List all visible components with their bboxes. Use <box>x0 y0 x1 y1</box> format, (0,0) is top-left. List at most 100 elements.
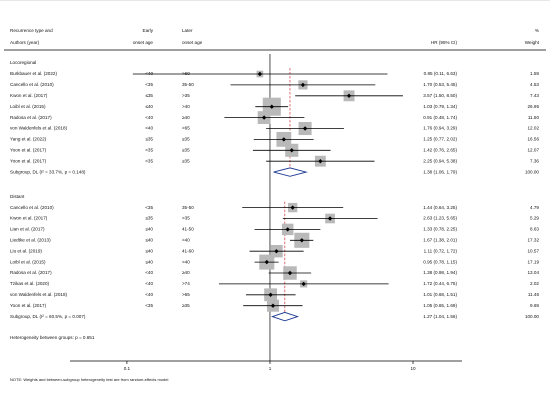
study-hr-ci: 0.85 (0.11, 6.63) <box>424 71 458 76</box>
study-later-onset: >35 <box>182 216 190 221</box>
study-hr-ci: 1.76 (0.94, 3.29) <box>423 126 457 131</box>
study-author: Yoon et al. (2017) <box>10 158 47 163</box>
study-later-onset: >40 <box>182 259 190 264</box>
study-weight: 9.69 <box>530 303 539 308</box>
study-early-onset: <40 <box>145 292 153 297</box>
study-hr-ci: 1.42 (0.76, 2.65) <box>423 148 457 153</box>
study-point-estimate <box>268 292 273 297</box>
study-later-onset: 35-50 <box>182 82 194 87</box>
header-recurrence-type: Recurrence type and <box>10 28 53 33</box>
column-headers: Recurrence type and Authors (year) Early on… <box>0 0 550 51</box>
subgroup-weight: 100.00 <box>525 169 539 174</box>
study-early-onset: ≤40 <box>145 227 153 232</box>
study-early-onset: <35 <box>145 303 153 308</box>
study-author: Liu et al. (2019) <box>10 248 42 253</box>
study-weight: 11.50 <box>528 115 540 120</box>
study-author: Liedtke et al. (2013) <box>10 238 51 243</box>
study-weight: 17.32 <box>528 238 540 243</box>
study-hr-ci: 1.25 (0.77, 2.02) <box>423 137 457 142</box>
study-point-estimate <box>269 104 275 109</box>
study-weight: 10.57 <box>528 248 540 253</box>
study-point-estimate <box>302 126 308 131</box>
study-weight: 7.43 <box>530 93 539 98</box>
study-hr-ci: 2.63 (1.23, 5.65) <box>423 216 457 221</box>
study-hr-ci: 1.33 (0.78, 2.25) <box>423 227 457 232</box>
header-later: Later <box>182 28 193 33</box>
heterogeneity-between-groups: Heterogeneity between groups: p = 0.651 <box>10 335 95 340</box>
study-point-estimate <box>346 93 352 98</box>
study-later-onset: >40 <box>182 238 190 243</box>
x-axis: 0.1 1 10 <box>70 360 462 371</box>
study-point-estimate <box>327 216 333 221</box>
study-hr-ci: 0.91 (0.48, 1.74) <box>423 115 457 120</box>
study-early-onset: <35 <box>145 158 153 163</box>
study-author: Cancello et al. (2010) <box>10 205 54 210</box>
study-later-onset: 41-50 <box>182 227 194 232</box>
x-tick-label: 10 <box>410 366 416 371</box>
study-weight: 11.46 <box>528 292 540 297</box>
study-author: Cancello et al. (2010) <box>10 82 54 87</box>
study-weight: 12.07 <box>528 148 540 153</box>
study-author: Kwon et al. (2017) <box>10 93 48 98</box>
study-author: Loibl et al. (2015) <box>10 104 46 109</box>
subgroup-hr-ci: 1.27 (1.04, 1.56) <box>423 314 457 319</box>
study-author: Radosa et al. (2017) <box>10 115 52 120</box>
study-point-estimate <box>257 71 263 77</box>
study-early-onset: ≤40 <box>145 248 153 253</box>
subgroup-diamond <box>273 167 308 177</box>
study-later-onset: ≥40 <box>182 115 190 120</box>
study-author: von Waldenfels et al. (2018) <box>10 126 67 131</box>
study-later-onset: >74 <box>182 281 190 286</box>
study-weight: 5.29 <box>530 216 539 221</box>
study-later-onset: >35 <box>182 93 190 98</box>
study-hr-ci: 0.95 (0.78, 1.15) <box>423 259 457 264</box>
study-later-onset: >40 <box>182 104 190 109</box>
study-later-onset: ≥35 <box>182 148 190 153</box>
group-title-locoregional: Locoregional <box>10 60 36 65</box>
study-early-onset: <40 <box>145 126 153 131</box>
subgroup-weight: 100.00 <box>525 314 539 319</box>
study-hr-ci: 1.11 (0.72, 1.72) <box>424 248 458 253</box>
study-author: Burkbauer et al. (2022) <box>10 71 57 76</box>
study-point-estimate <box>301 281 306 287</box>
header-early-onset-age: onset age <box>133 40 154 45</box>
study-point-estimate <box>274 249 279 254</box>
study-author: Yang et al. (2022) <box>10 137 47 142</box>
study-author: Loibl et al. (2015) <box>10 259 46 264</box>
study-author: von Waldenfels et al. (2018) <box>10 292 67 297</box>
header-weight: Weight <box>525 40 540 45</box>
weights-note: NOTE: Weights and between-subgroup heter… <box>10 377 168 382</box>
header-percent: % <box>535 28 539 33</box>
study-weight: 7.36 <box>530 158 539 163</box>
subgroup-label: Subgroup, DL (I² = 60.5%, p = 0.007) <box>10 314 86 319</box>
study-later-onset: ≥35 <box>182 158 190 163</box>
subgroup-label: Subgroup, DL (I² = 33.7%, p = 0.148) <box>10 169 86 174</box>
study-author: Yoon et al. (2017) <box>10 148 47 153</box>
study-weight: 2.02 <box>530 281 539 286</box>
study-point-estimate <box>281 137 287 142</box>
study-author: Kwon et al. (2017) <box>10 216 48 221</box>
header-hr-ci: HR (95% CI) <box>431 40 458 45</box>
study-hr-ci: 1.05 (0.65, 1.69) <box>423 303 457 308</box>
study-hr-ci: 1.67 (1.38, 2.01) <box>423 238 457 243</box>
study-weight: 12.02 <box>528 126 540 131</box>
study-later-onset: 35-50 <box>182 205 194 210</box>
subgroup-hr-ci: 1.38 (1.06, 1.79) <box>423 169 457 174</box>
study-point-estimate <box>300 82 306 88</box>
study-later-onset: >65 <box>182 292 190 297</box>
study-hr-ci: 1.38 (0.98, 1.94) <box>423 270 457 275</box>
study-point-estimate <box>270 303 276 308</box>
study-weight: 17.19 <box>528 259 540 264</box>
study-author: Radosa et al. (2017) <box>10 270 52 275</box>
study-later-onset: ≥35 <box>182 137 190 142</box>
study-point-estimate <box>299 238 305 243</box>
header-later-onset-age: onset age <box>182 40 203 45</box>
study-early-onset: ≤40 <box>145 238 153 243</box>
header-authors-year: Authors (year) <box>10 40 40 45</box>
study-weight: 16.56 <box>528 137 540 142</box>
study-rows: Locoregional Burkbauer et al. (2022) <40 >6… <box>10 60 540 322</box>
study-weight: 13.04 <box>528 270 540 275</box>
study-early-onset: <35 <box>145 82 153 87</box>
study-point-estimate <box>290 205 295 210</box>
